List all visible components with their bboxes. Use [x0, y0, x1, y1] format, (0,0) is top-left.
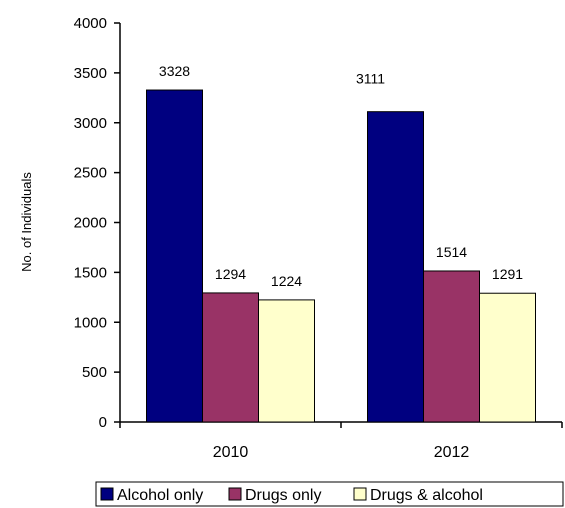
data-labels: 3328 1294 1224 3111 1514 1291	[159, 63, 523, 289]
data-label: 1294	[215, 266, 246, 282]
bar-alcohol-only-2012	[367, 111, 424, 423]
legend-entry: Drugs only	[245, 487, 321, 504]
legend-swatch	[228, 487, 242, 501]
bar-drugs-alcohol-2010	[258, 299, 315, 423]
y-tick-label: 0	[99, 414, 107, 431]
y-tick-label: 1000	[74, 314, 107, 331]
x-axis: 2010 2012	[119, 421, 563, 461]
data-label: 3111	[356, 71, 385, 87]
legend-entry: Drugs & alcohol	[370, 487, 483, 504]
y-tick-label: 1500	[74, 264, 107, 281]
legend: Alcohol only Drugs only Drugs & alcohol	[95, 481, 564, 507]
legend-swatch	[353, 487, 367, 501]
bar-drugs-only-2010	[202, 292, 259, 423]
data-label: 1291	[492, 266, 523, 282]
y-tick-label: 3500	[74, 65, 107, 82]
data-label: 1514	[436, 244, 467, 260]
y-tick-label: 500	[82, 364, 107, 381]
data-label: 3328	[159, 63, 190, 79]
y-tick-label: 3000	[74, 115, 107, 132]
y-tick-label: 2500	[74, 165, 107, 182]
bar-alcohol-only-2010	[146, 89, 203, 423]
y-axis: 0 500 1000 1500 2000 2500 3000 3500 4000	[74, 15, 121, 431]
x-tick-label: 2012	[434, 444, 470, 461]
y-tick-label: 2000	[74, 215, 107, 232]
legend-swatch	[100, 487, 114, 501]
x-tick-label: 2010	[213, 444, 249, 461]
bar-drugs-alcohol-2012	[479, 292, 536, 423]
legend-box	[95, 481, 564, 507]
data-label: 1224	[271, 273, 302, 289]
y-tick-label: 4000	[74, 15, 107, 32]
bars	[146, 89, 536, 423]
legend-entry: Alcohol only	[117, 487, 203, 504]
bar-drugs-only-2012	[423, 270, 480, 423]
y-axis-title: No. of Individuals	[19, 172, 34, 272]
